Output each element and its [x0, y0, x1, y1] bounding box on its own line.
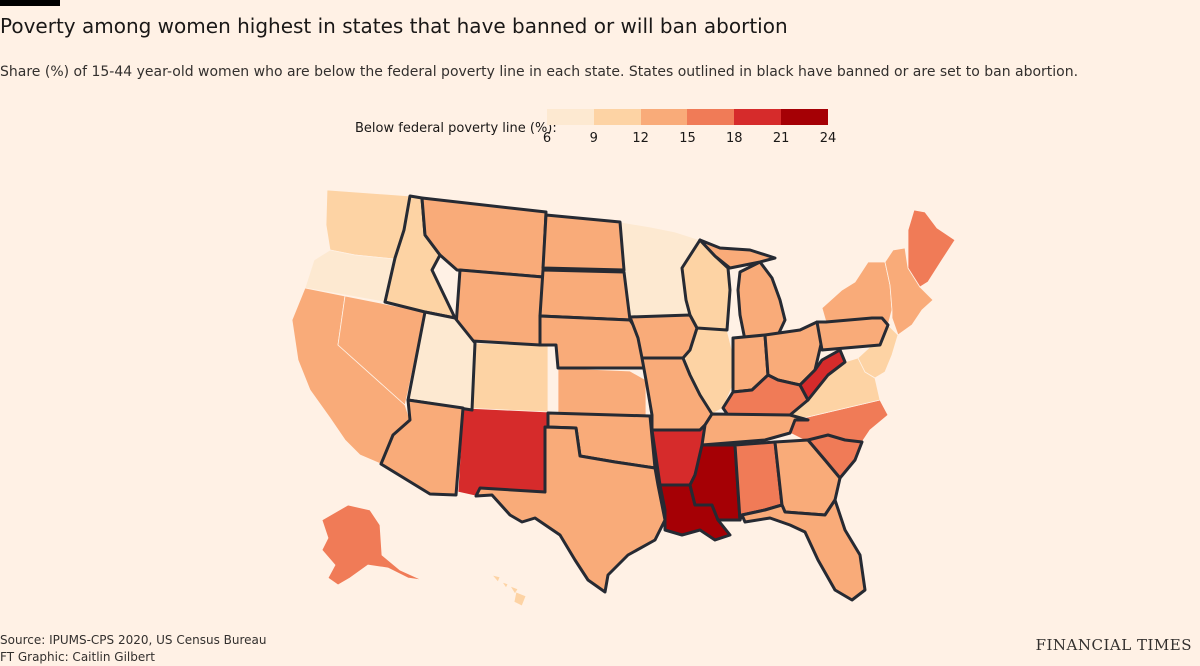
legend-ticks: 6 9 12 15 18 21 24	[543, 131, 836, 147]
legend-label: Below federal poverty line (%):	[355, 121, 557, 136]
state-AK	[321, 504, 423, 586]
state-SD	[538, 268, 632, 322]
legend-tick: 24	[819, 131, 837, 146]
state-NM	[457, 407, 549, 497]
legend-bin	[687, 109, 735, 125]
state-SC	[806, 433, 864, 480]
ft-brand-logo: FINANCIAL TIMES	[1035, 636, 1192, 654]
state-HI	[490, 574, 527, 607]
legend-bin	[640, 109, 688, 125]
state-WV	[798, 348, 847, 402]
state-TN	[700, 412, 810, 447]
legend-tick: 9	[589, 131, 598, 146]
legend-tick: 6	[542, 131, 552, 146]
state-PA	[815, 316, 890, 352]
chart-title: Poverty among women highest in states th…	[0, 14, 788, 38]
legend-bin	[781, 109, 828, 125]
state-KS	[557, 367, 647, 417]
legend-tick: 21	[772, 131, 790, 146]
state-MT	[420, 196, 548, 279]
state-UT	[406, 310, 477, 412]
legend-color-scale	[547, 109, 828, 125]
state-MI	[698, 238, 787, 342]
state-MidAtlantic	[857, 324, 899, 379]
state-CO	[471, 342, 549, 413]
source-text: Source: IPUMS-CPS 2020, US Census Bureau	[0, 633, 267, 647]
state-ND	[541, 213, 626, 272]
legend-bin	[734, 109, 782, 125]
chart-subtitle: Share (%) of 15-44 year-old women who ar…	[0, 64, 1079, 80]
source-note: Source: IPUMS-CPS 2020, US Census Bureau…	[0, 632, 267, 666]
state-FL	[740, 498, 867, 602]
graphic-credit: FT Graphic: Caitlin Gilbert	[0, 650, 155, 664]
legend-tick: 12	[632, 131, 649, 146]
state-IA	[628, 313, 699, 360]
legend-bin	[593, 109, 641, 125]
header-accent-bar	[0, 0, 60, 6]
legend-tick: 18	[726, 131, 743, 146]
state-NE-region	[884, 247, 934, 336]
state-NY	[821, 261, 893, 326]
state-TX	[474, 425, 667, 594]
legend-tick: 15	[679, 131, 696, 146]
legend-bin	[547, 109, 594, 125]
state-ME	[907, 209, 956, 288]
state-AZ	[379, 398, 465, 497]
